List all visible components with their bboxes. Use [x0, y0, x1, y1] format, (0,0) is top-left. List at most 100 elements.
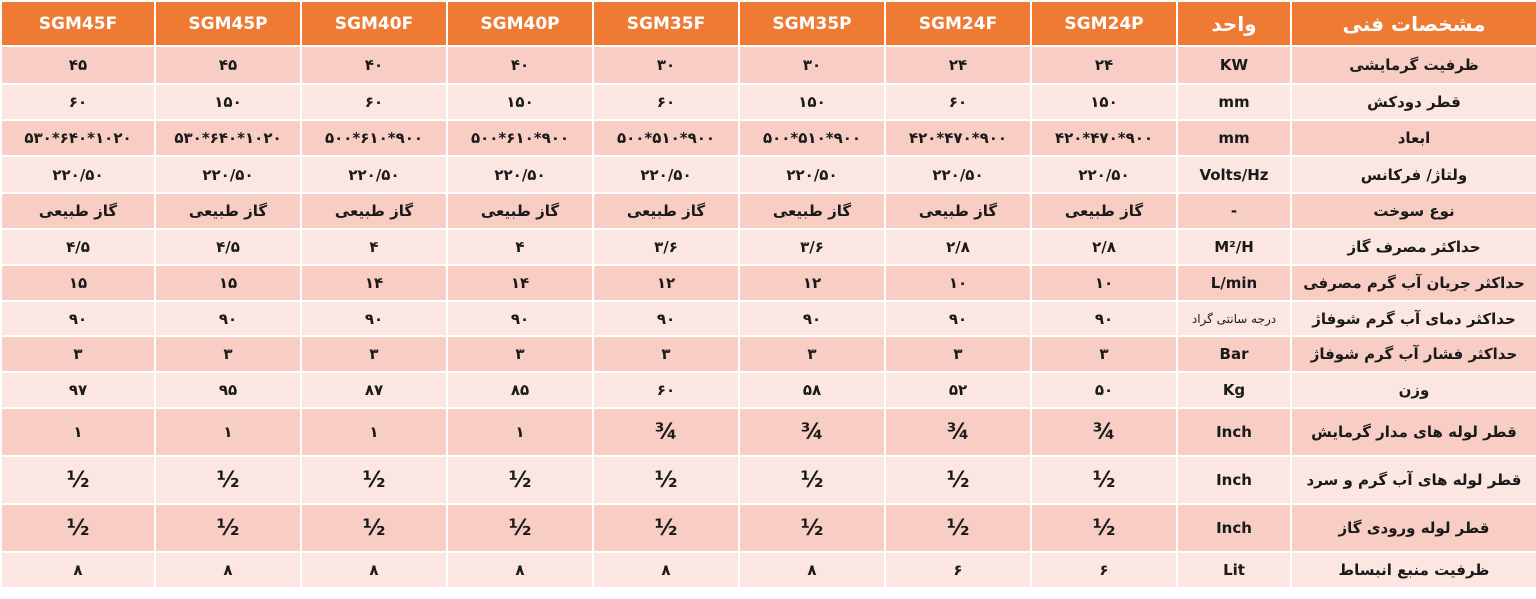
header-model: SGM40P — [446, 0, 594, 47]
table-row: قطر لوله های مدار گرمایش Inch ¾ ¾ ¾ ¾ ۱ ۱ ۱ ۱ — [0, 407, 1536, 457]
value-cell: ۹۰۰*۶۱۰*۵۰۰ — [446, 119, 594, 157]
unit-cell: L/min — [1176, 264, 1292, 302]
spec-label: حداکثر دمای آب گرم شوفاژ — [1290, 300, 1536, 337]
table-row: قطر لوله های آب گرم و سرد Inch ½ ½ ½ ½ ½ ½ ½ ½ — [0, 455, 1536, 505]
value-cell: ۲۲۰/۵۰ — [300, 155, 448, 194]
value-cell: ۶ — [884, 551, 1032, 589]
value-cell: ½ — [738, 455, 886, 505]
value-cell: ۴۵ — [154, 45, 302, 85]
value-cell: ½ — [300, 455, 448, 505]
value-cell: ۱۲ — [738, 264, 886, 302]
value-cell: ۳ — [446, 335, 594, 373]
header-model: SGM45F — [0, 0, 156, 47]
value-cell: گاز طبیعی — [592, 192, 740, 230]
spec-label: قطر لوله های آب گرم و سرد — [1290, 455, 1536, 505]
table-row: وزن Kg ۵۰ ۵۲ ۵۸ ۶۰ ۸۵ ۸۷ ۹۵ ۹۷ — [0, 371, 1536, 409]
table-row: ظرفیت منبع انبساط Lit ۶ ۶ ۸ ۸ ۸ ۸ ۸ ۸ — [0, 551, 1536, 589]
unit-cell: mm — [1176, 83, 1292, 121]
value-cell: گاز طبیعی — [300, 192, 448, 230]
value-cell: ۵۰ — [1030, 371, 1178, 409]
unit-cell: mm — [1176, 119, 1292, 157]
value-cell: ۱۰ — [884, 264, 1032, 302]
value-cell: ۳۰ — [738, 45, 886, 85]
value-cell: ½ — [154, 503, 302, 553]
header-model: SGM40F — [300, 0, 448, 47]
value-cell: ۱۴ — [446, 264, 594, 302]
value-cell: ۲۴ — [884, 45, 1032, 85]
header-model: SGM45P — [154, 0, 302, 47]
table-row: ظرفیت گرمایشی KW ۲۴ ۲۴ ۳۰ ۳۰ ۴۰ ۴۰ ۴۵ ۴۵ — [0, 45, 1536, 85]
table-row: حداکثر مصرف گاز M²/H ۲/۸ ۲/۸ ۳/۶ ۳/۶ ۴ ۴ ۴/۵ ۴/۵ — [0, 228, 1536, 266]
value-cell: ¾ — [738, 407, 886, 457]
value-cell: ۹۰ — [592, 300, 740, 337]
value-cell: ۹۰۰*۶۱۰*۵۰۰ — [300, 119, 448, 157]
value-cell: ۹۰۰*۵۱۰*۵۰۰ — [592, 119, 740, 157]
value-cell: ۸ — [738, 551, 886, 589]
value-cell: ۴/۵ — [0, 228, 156, 266]
value-cell: ۳ — [884, 335, 1032, 373]
value-cell: ۵۲ — [884, 371, 1032, 409]
value-cell: ¾ — [884, 407, 1032, 457]
value-cell: ۹۰ — [0, 300, 156, 337]
value-cell: ۳/۶ — [738, 228, 886, 266]
value-cell: ۲۲۰/۵۰ — [592, 155, 740, 194]
table-row: قطر دودکش mm ۱۵۰ ۶۰ ۱۵۰ ۶۰ ۱۵۰ ۶۰ ۱۵۰ ۶۰ — [0, 83, 1536, 121]
value-cell: ۸ — [300, 551, 448, 589]
value-cell: ۸ — [154, 551, 302, 589]
unit-cell: درجه سانتی گراد — [1176, 300, 1292, 337]
value-cell: ۲۲۰/۵۰ — [446, 155, 594, 194]
header-row: مشخصات فنی واحد SGM24P SGM24F SGM35P SGM… — [0, 0, 1536, 47]
value-cell: ۴ — [446, 228, 594, 266]
value-cell: ۱ — [446, 407, 594, 457]
value-cell: ۴/۵ — [154, 228, 302, 266]
value-cell: ۴۵ — [0, 45, 156, 85]
value-cell: ۴۰ — [446, 45, 594, 85]
table-row: نوع سوخت - گاز طبیعی گاز طبیعی گاز طبیعی گاز … — [0, 192, 1536, 230]
value-cell: ۴ — [300, 228, 448, 266]
unit-cell: Volts/Hz — [1176, 155, 1292, 194]
value-cell: گاز طبیعی — [884, 192, 1032, 230]
spec-label: ظرفیت گرمایشی — [1290, 45, 1536, 85]
header-model: SGM24F — [884, 0, 1032, 47]
value-cell: ۱۵۰ — [446, 83, 594, 121]
spec-label: حداکثر مصرف گاز — [1290, 228, 1536, 266]
value-cell: ½ — [1030, 503, 1178, 553]
value-cell: ۳ — [154, 335, 302, 373]
value-cell: ۴۰ — [300, 45, 448, 85]
spec-label: حداکثر فشار آب گرم شوفاژ — [1290, 335, 1536, 373]
value-cell: ½ — [154, 455, 302, 505]
value-cell: ۱۰ — [1030, 264, 1178, 302]
value-cell: ۶۰ — [592, 371, 740, 409]
value-cell: ۶ — [1030, 551, 1178, 589]
value-cell: ۲/۸ — [884, 228, 1032, 266]
value-cell: ۹۰ — [1030, 300, 1178, 337]
header-model: SGM35F — [592, 0, 740, 47]
value-cell: ۳/۶ — [592, 228, 740, 266]
header-model: SGM24P — [1030, 0, 1178, 47]
value-cell: ۱۵۰ — [154, 83, 302, 121]
unit-cell: M²/H — [1176, 228, 1292, 266]
value-cell: ½ — [592, 503, 740, 553]
value-cell: ۹۰ — [300, 300, 448, 337]
value-cell: ۳ — [0, 335, 156, 373]
value-cell: ۳ — [738, 335, 886, 373]
value-cell: ۱۰۲۰*۶۴۰*۵۳۰ — [154, 119, 302, 157]
spec-label: ظرفیت منبع انبساط — [1290, 551, 1536, 589]
unit-cell: Kg — [1176, 371, 1292, 409]
value-cell: ۸۷ — [300, 371, 448, 409]
value-cell: ۹۷ — [0, 371, 156, 409]
unit-cell: Inch — [1176, 503, 1292, 553]
value-cell: ½ — [884, 503, 1032, 553]
value-cell: ½ — [446, 503, 594, 553]
value-cell: ۲۲۰/۵۰ — [884, 155, 1032, 194]
value-cell: ۲۲۰/۵۰ — [154, 155, 302, 194]
value-cell: ۸ — [0, 551, 156, 589]
value-cell: ½ — [446, 455, 594, 505]
unit-cell: Inch — [1176, 455, 1292, 505]
value-cell: ۹۰۰*۴۷۰*۴۲۰ — [884, 119, 1032, 157]
value-cell: ۱۵۰ — [1030, 83, 1178, 121]
value-cell: ۱۵ — [0, 264, 156, 302]
value-cell: ۶۰ — [0, 83, 156, 121]
value-cell: ۹۰ — [738, 300, 886, 337]
